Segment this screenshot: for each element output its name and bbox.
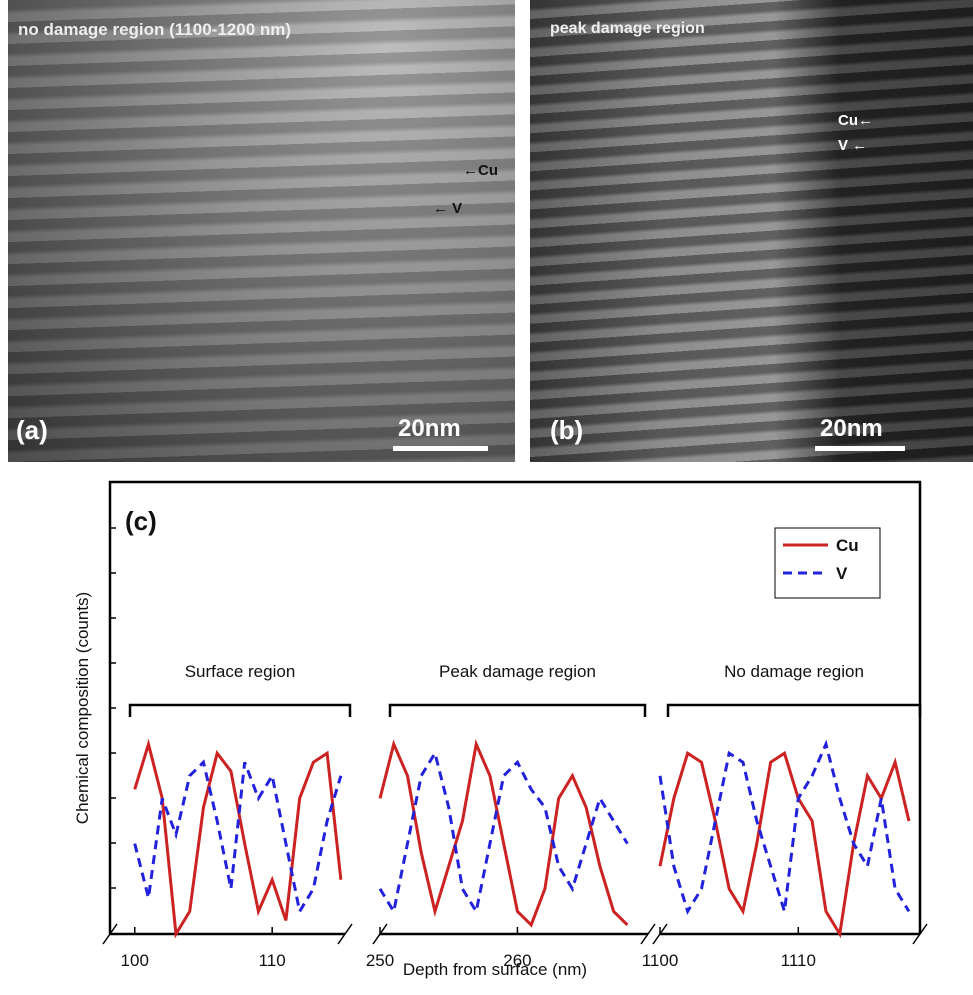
series-line — [658, 739, 911, 916]
scale-label: 20nm — [398, 415, 461, 442]
cu-label: Cu — [478, 162, 498, 179]
scale-bar — [815, 446, 905, 451]
x-tick-label: 1110 — [781, 951, 816, 970]
panel-label: (a) — [16, 415, 48, 445]
cu-marker: Cu← — [838, 112, 873, 129]
tem-image-a: no damage region (1100-1200 nm) ←Cu ← V … — [8, 0, 515, 462]
cu-label: Cu — [838, 112, 858, 129]
region-label: Surface region — [185, 662, 296, 681]
v-label: V — [838, 137, 849, 154]
axis-break — [912, 923, 928, 945]
cu-marker: ←Cu — [463, 162, 498, 179]
region-bracket — [128, 703, 352, 717]
axis-break — [102, 923, 118, 945]
panel-label: (c) — [125, 506, 157, 536]
series-line — [133, 738, 343, 939]
axis-break — [640, 923, 656, 945]
region-bracket — [388, 703, 647, 717]
legend — [774, 527, 881, 599]
region-label: Peak damage region — [439, 662, 596, 681]
x-tick-label: 1100 — [642, 951, 679, 970]
y-minor-ticks — [110, 527, 116, 889]
x-tick-label: 110 — [259, 951, 286, 970]
tem-image-b: peak damage region Cu← V ← (b) 20nm — [530, 0, 973, 462]
scale-bar — [393, 446, 488, 451]
x-tick-label: 100 — [121, 951, 149, 970]
scale-label: 20nm — [820, 415, 883, 442]
x-tick-label: 250 — [366, 951, 394, 970]
region-bracket — [666, 703, 922, 717]
panel-label: (b) — [550, 415, 584, 445]
v-marker: ← V — [433, 200, 463, 217]
axis-break — [337, 923, 353, 945]
series-line — [133, 759, 343, 916]
x-tick-label: 260 — [503, 951, 531, 970]
legend-label: Cu — [836, 536, 859, 555]
caption: peak damage region — [550, 20, 705, 37]
v-label: V — [452, 200, 463, 217]
series-line — [378, 739, 629, 928]
legend-label: V — [836, 564, 848, 583]
region-label: No damage region — [724, 662, 864, 681]
caption: no damage region (1100-1200 nm) — [18, 20, 292, 39]
y-axis-label: Chemical composition (counts) — [73, 592, 92, 824]
x-axis-label: Depth from surface (nm) — [403, 960, 587, 979]
series-line — [658, 750, 911, 939]
v-marker: V ← — [838, 137, 868, 154]
